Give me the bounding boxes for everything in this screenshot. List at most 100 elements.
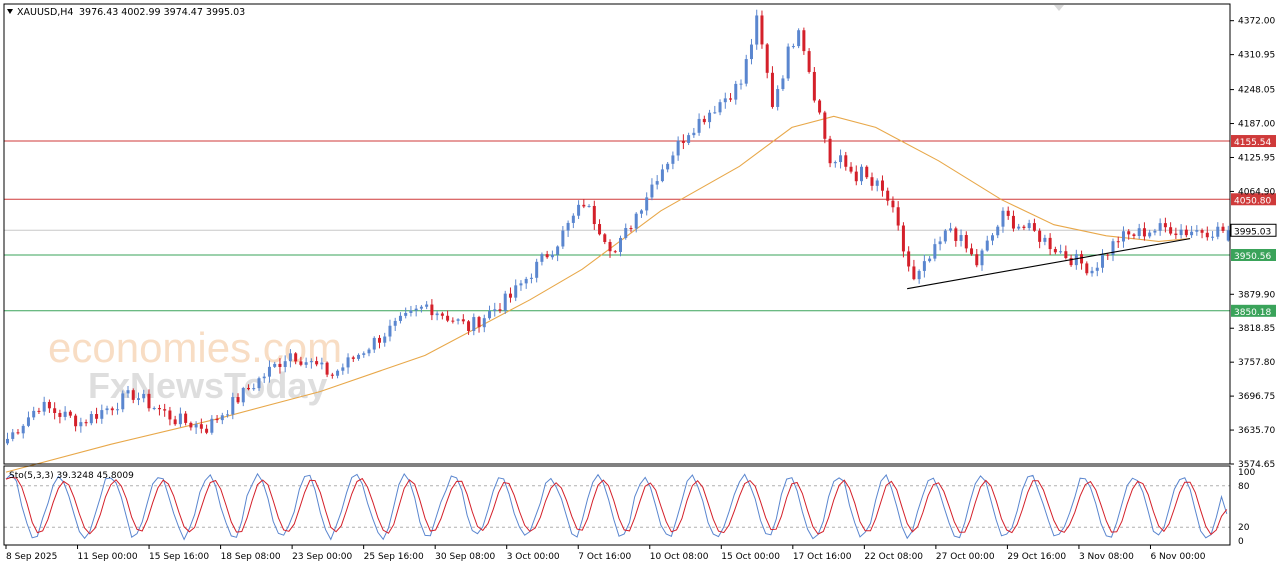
candle-body (985, 240, 989, 251)
y-tick-label: 4125.95 (1238, 153, 1275, 163)
candle (603, 233, 607, 245)
symbol-menu-triangle-icon[interactable] (7, 9, 13, 14)
candle (650, 178, 654, 201)
candle-body (582, 204, 586, 207)
candle (529, 273, 533, 284)
candle-body (739, 83, 743, 85)
candle (163, 403, 167, 417)
candle-body (786, 46, 790, 79)
x-tick-label: 3 Oct 00:00 (507, 552, 560, 562)
current-price-tag-label: 3995.03 (1234, 227, 1271, 237)
candle-body (839, 155, 843, 163)
candle (629, 225, 633, 233)
candle (1011, 210, 1015, 232)
candle-body (922, 261, 926, 271)
candle (215, 414, 219, 423)
candle-body (456, 319, 460, 321)
candle (1064, 245, 1068, 260)
candle (561, 226, 565, 249)
candle-body (964, 235, 968, 249)
candle-body (880, 180, 884, 191)
candle (435, 311, 439, 321)
candle (336, 369, 340, 379)
one-click-trading-arrow-icon[interactable] (1054, 5, 1064, 11)
candle-body (372, 337, 376, 350)
candle (514, 279, 518, 302)
candle (582, 199, 586, 209)
candle (1032, 218, 1036, 232)
candle (959, 229, 963, 247)
candle-body (933, 244, 937, 259)
y-tick-label: 3818.85 (1238, 324, 1275, 334)
candle (1095, 262, 1099, 277)
candle-body (1043, 237, 1047, 242)
candle-body (121, 393, 125, 410)
candle-body (105, 408, 109, 411)
candle-body (681, 140, 685, 143)
candle-body (309, 361, 313, 363)
candle-body (231, 397, 235, 415)
candle-body (136, 398, 140, 400)
candle-body (6, 438, 9, 444)
candle-body (320, 362, 324, 365)
stoch-y-tick-label: 80 (1238, 482, 1250, 492)
candle (839, 149, 843, 169)
candle-body (639, 210, 643, 214)
candle (131, 388, 135, 404)
candle-body (362, 353, 366, 355)
candle-body (912, 266, 916, 280)
candle-body (949, 228, 953, 231)
candle (330, 372, 334, 379)
candle-body (21, 425, 25, 434)
candle-body (26, 417, 30, 426)
candle (655, 175, 659, 190)
candle (1137, 223, 1141, 239)
candle (241, 386, 245, 407)
candle-body (1111, 241, 1115, 255)
candle (702, 115, 706, 125)
candle-body (42, 401, 46, 412)
y-tick-label: 3696.75 (1238, 392, 1275, 402)
candle-body (818, 100, 822, 113)
candle-body (713, 112, 717, 114)
stoch-signal-line (5, 476, 1228, 536)
candle-body (1022, 226, 1026, 228)
candle-body (126, 390, 130, 394)
candle-body (220, 415, 224, 421)
candle (718, 99, 722, 116)
candle (535, 258, 539, 283)
candle (970, 243, 974, 256)
candle (1121, 226, 1125, 248)
candle-body (247, 387, 251, 390)
level-tag-support (1231, 248, 1276, 261)
candle-body (849, 166, 853, 172)
candle (943, 228, 947, 244)
candle (252, 383, 256, 391)
candle (1116, 236, 1120, 248)
candle (1127, 229, 1131, 240)
x-tick-label: 11 Sep 00:00 (78, 552, 138, 562)
x-tick-label: 27 Oct 00:00 (936, 552, 995, 562)
candle (781, 75, 785, 91)
candle-body (875, 180, 879, 186)
candle-body (556, 246, 560, 255)
candle-body (1069, 258, 1073, 266)
candle-body (152, 408, 156, 410)
candle-body (1195, 230, 1199, 232)
candle-body (928, 258, 932, 262)
candle-body (1121, 231, 1125, 242)
candle (414, 304, 418, 317)
candle (498, 303, 502, 314)
level-tag-label: 3950.56 (1234, 252, 1271, 262)
y-tick-label: 4248.05 (1238, 86, 1275, 96)
candle-body (189, 422, 193, 428)
candle (891, 196, 895, 213)
stoch-main-line (5, 472, 1228, 541)
candle (205, 424, 209, 435)
candle (807, 48, 811, 74)
candle-body (844, 155, 848, 167)
candle (461, 314, 465, 325)
watermark-economies: economies.com (48, 324, 342, 371)
